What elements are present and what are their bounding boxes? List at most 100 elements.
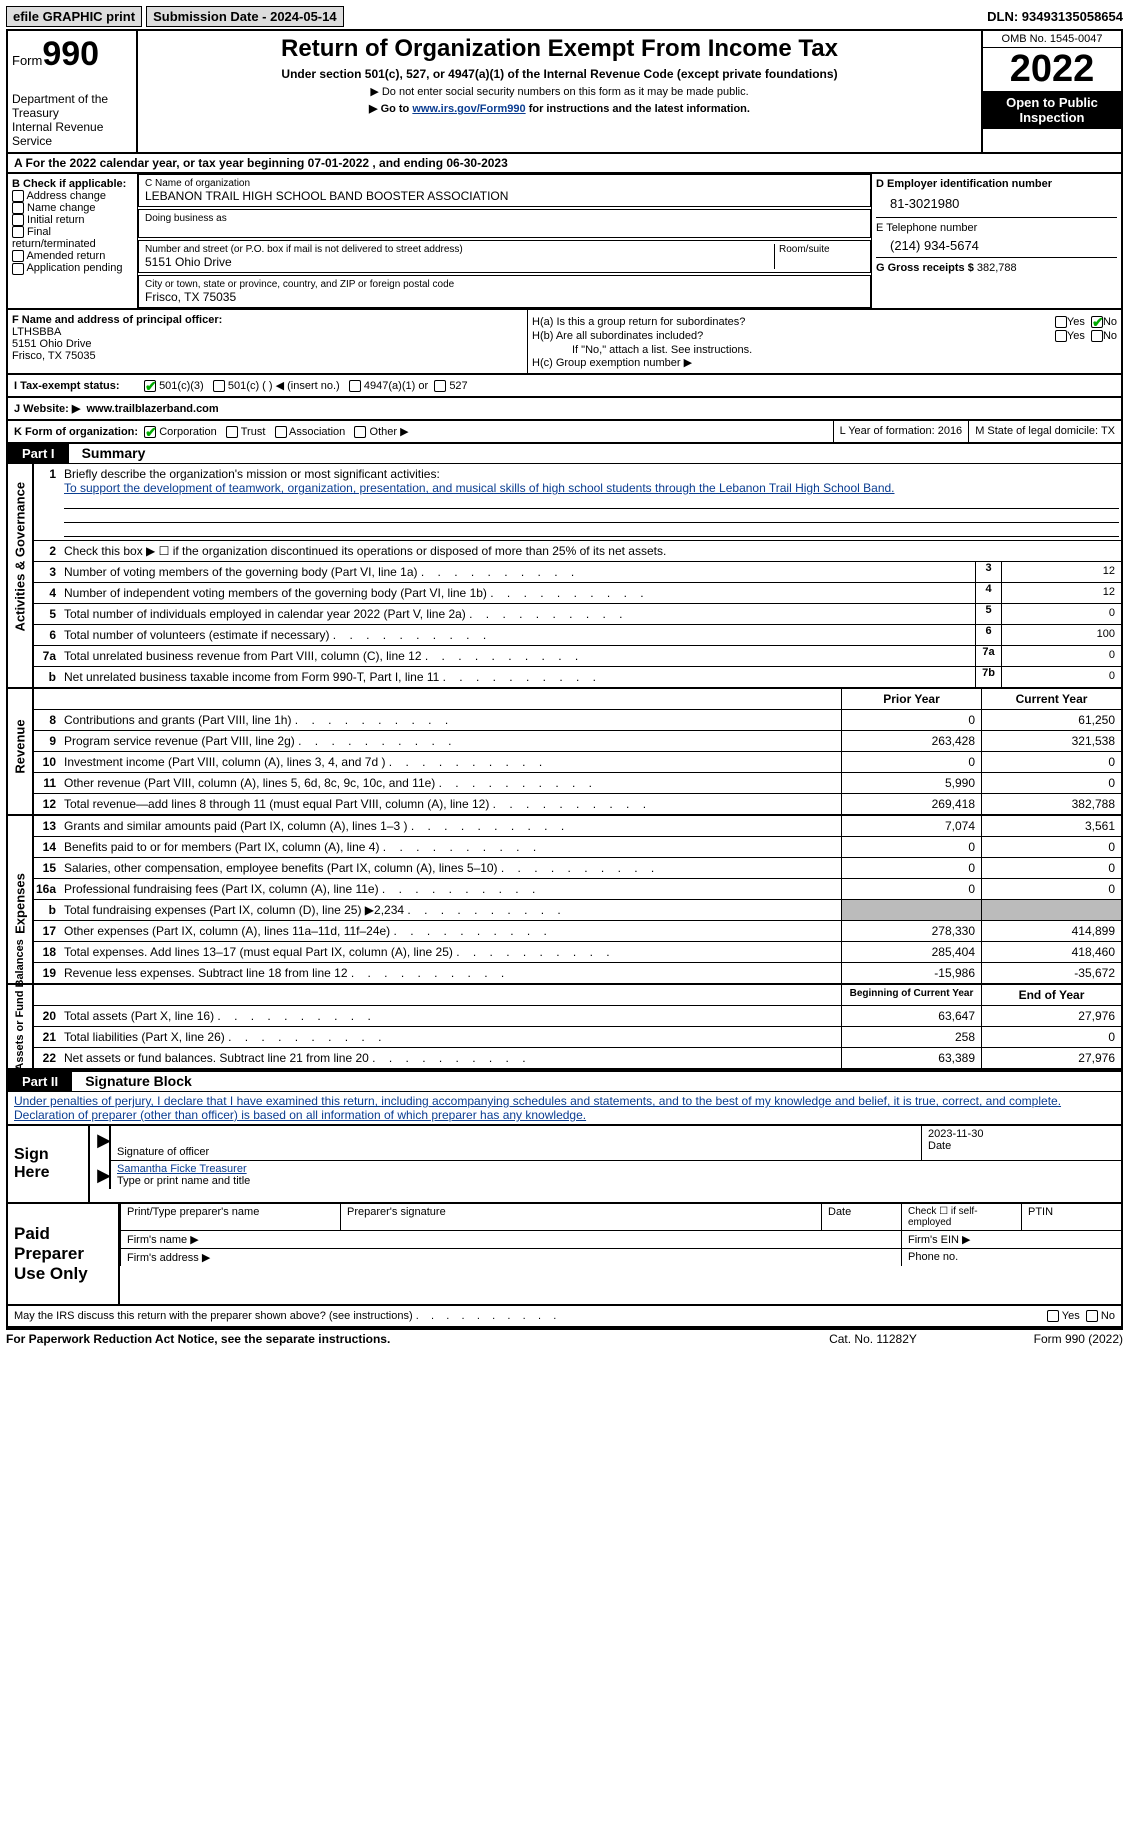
form-number: 990 — [42, 35, 99, 73]
dba-label: Doing business as — [145, 213, 864, 224]
part-i-title: Summary — [72, 445, 146, 461]
assoc-checkbox[interactable] — [275, 426, 287, 438]
box-b-checkbox[interactable] — [12, 214, 24, 226]
prior-year-header: Prior Year — [841, 689, 981, 709]
mission-text: To support the development of teamwork, … — [64, 481, 895, 495]
phone-value: (214) 934-5674 — [876, 234, 1117, 257]
line-desc: Total liabilities (Part X, line 26) — [62, 1027, 841, 1047]
firm-name-label: Firm's name ▶ — [120, 1231, 901, 1249]
other-checkbox[interactable] — [354, 426, 366, 438]
opt-assoc: Association — [289, 426, 345, 438]
ein-value: 81-3021980 — [876, 190, 1117, 217]
line-desc: Total expenses. Add lines 13–17 (must eq… — [62, 942, 841, 962]
self-emp-label: Check ☐ if self-employed — [901, 1204, 1021, 1231]
prior-val: 278,330 — [841, 921, 981, 941]
name-title-label: Type or print name and title — [117, 1175, 250, 1187]
discuss-row: May the IRS discuss this return with the… — [6, 1306, 1123, 1328]
org-name: LEBANON TRAIL HIGH SCHOOL BAND BOOSTER A… — [145, 189, 864, 203]
hb-yes-checkbox[interactable] — [1055, 330, 1067, 342]
line-box-val: 0 — [1001, 604, 1121, 624]
website-value: www.trailblazerband.com — [86, 403, 218, 415]
curr-val: 61,250 — [981, 710, 1121, 730]
sign-here-label: Sign Here — [8, 1126, 88, 1202]
state-domicile: TX — [1101, 425, 1115, 437]
501c3-checkbox[interactable] — [144, 380, 156, 392]
line-desc: Other revenue (Part VIII, column (A), li… — [62, 773, 841, 793]
prior-val: -15,986 — [841, 963, 981, 983]
curr-val: 0 — [981, 879, 1121, 899]
line-desc: Revenue less expenses. Subtract line 18 … — [62, 963, 841, 983]
527-checkbox[interactable] — [434, 380, 446, 392]
efile-print-button[interactable]: efile GRAPHIC print — [6, 6, 142, 27]
box-b-checkbox[interactable] — [12, 202, 24, 214]
curr-val: 27,976 — [981, 1006, 1121, 1026]
discuss-yes[interactable] — [1047, 1310, 1059, 1322]
row-a-tax-year: A For the 2022 calendar year, or tax yea… — [6, 154, 1123, 174]
note2-post: for instructions and the latest informat… — [526, 103, 750, 115]
hb-no-checkbox[interactable] — [1091, 330, 1103, 342]
opt-4947: 4947(a)(1) or — [364, 380, 428, 392]
opt-trust: Trust — [241, 426, 266, 438]
l-label: L Year of formation: — [840, 425, 935, 437]
line-box-num: 4 — [975, 583, 1001, 603]
beg-year-header: Beginning of Current Year — [841, 985, 981, 1005]
prior-val: 285,404 — [841, 942, 981, 962]
part-ii-title: Signature Block — [75, 1073, 192, 1089]
box-b-checkbox[interactable] — [12, 190, 24, 202]
prep-sig-label: Preparer's signature — [340, 1204, 821, 1231]
end-year-header: End of Year — [981, 985, 1121, 1005]
summary-desc: Total unrelated business revenue from Pa… — [62, 646, 975, 666]
corp-checkbox[interactable] — [144, 426, 156, 438]
summary-desc: Total number of individuals employed in … — [62, 604, 975, 624]
discuss-text: May the IRS discuss this return with the… — [14, 1310, 1047, 1322]
cat-no: Cat. No. 11282Y — [773, 1332, 973, 1346]
q1-label: Briefly describe the organization's miss… — [64, 467, 440, 481]
firm-ein-label: Firm's EIN ▶ — [901, 1231, 1121, 1249]
block-fh: F Name and address of principal officer:… — [6, 310, 1123, 375]
curr-val: 0 — [981, 858, 1121, 878]
box-b-checkbox[interactable] — [12, 250, 24, 262]
date-label: Date — [928, 1140, 951, 1152]
officer-addr1: 5151 Ohio Drive — [12, 338, 523, 350]
irs-link[interactable]: www.irs.gov/Form990 — [412, 103, 525, 115]
dln: DLN: 93493135058654 — [987, 9, 1123, 24]
ha-yes-checkbox[interactable] — [1055, 316, 1067, 328]
trust-checkbox[interactable] — [226, 426, 238, 438]
line-desc: Net assets or fund balances. Subtract li… — [62, 1048, 841, 1068]
curr-val: 418,460 — [981, 942, 1121, 962]
inspection-label: Open to Public Inspection — [983, 91, 1121, 129]
curr-val — [981, 900, 1121, 920]
line-box-val: 0 — [1001, 667, 1121, 687]
paid-preparer-label: Paid Preparer Use Only — [8, 1204, 118, 1304]
box-d-label: D Employer identification number — [876, 178, 1117, 190]
line-desc: Total assets (Part X, line 16) — [62, 1006, 841, 1026]
curr-val: 3,561 — [981, 816, 1121, 836]
discuss-no[interactable] — [1086, 1310, 1098, 1322]
line-box-num: 7b — [975, 667, 1001, 687]
opt-501c: 501(c) ( ) ◀ (insert no.) — [228, 379, 340, 392]
curr-val: 382,788 — [981, 794, 1121, 814]
box-b-checkbox[interactable] — [12, 226, 24, 238]
part-i-label: Part I — [8, 444, 69, 463]
line-desc: Salaries, other compensation, employee b… — [62, 858, 841, 878]
box-b-label: B Check if applicable: — [12, 178, 133, 190]
box-b-checkbox[interactable] — [12, 263, 24, 275]
curr-val: 0 — [981, 752, 1121, 772]
officer-printed-name: Samantha Ficke Treasurer — [117, 1163, 247, 1175]
part-i-header: Part I Summary — [6, 444, 1123, 464]
501c-checkbox[interactable] — [213, 380, 225, 392]
box-g-label: G Gross receipts $ — [876, 262, 974, 274]
ha-no-checkbox[interactable] — [1091, 316, 1103, 328]
officer-addr2: Frisco, TX 75035 — [12, 350, 523, 362]
sig-officer-label: Signature of officer — [117, 1146, 209, 1158]
perjury-text: Under penalties of perjury, I declare th… — [6, 1092, 1123, 1126]
form-title: Return of Organization Exempt From Incom… — [142, 35, 977, 63]
prep-name-label: Print/Type preparer's name — [120, 1204, 340, 1231]
room-label: Room/suite — [779, 244, 864, 255]
4947-checkbox[interactable] — [349, 380, 361, 392]
note2-pre: ▶ Go to — [369, 103, 412, 115]
line-box-val: 0 — [1001, 646, 1121, 666]
phone-label: Phone no. — [901, 1249, 1121, 1266]
submission-date: Submission Date - 2024-05-14 — [146, 6, 344, 27]
line-desc: Professional fundraising fees (Part IX, … — [62, 879, 841, 899]
